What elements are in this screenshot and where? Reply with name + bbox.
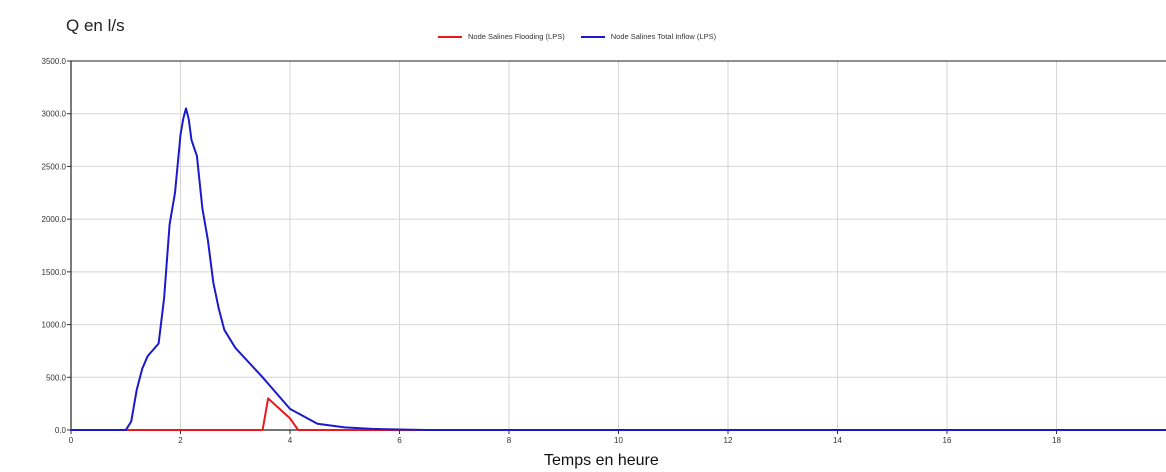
legend-swatch-total-inflow <box>580 35 605 38</box>
x-tick-label-7: 14 <box>833 436 842 445</box>
x-tick-label-9: 18 <box>1052 436 1061 445</box>
y-axis-title: Q en l/s <box>66 16 125 35</box>
y-tick-label-4: 2000.0 <box>42 215 67 224</box>
y-tick-label-2: 1000.0 <box>42 321 67 330</box>
x-tick-label-5: 10 <box>614 436 623 445</box>
y-tick-label-3: 1500.0 <box>42 268 67 277</box>
legend-item-total-inflow: Node Salines Total Inflow (LPS) <box>580 32 717 41</box>
legend-label-flooding: Node Salines Flooding (LPS) <box>468 32 565 41</box>
y-tick-label-6: 3000.0 <box>42 110 67 119</box>
x-tick-label-0: 0 <box>69 436 74 445</box>
series-layer <box>70 107 1166 431</box>
legend-swatch-flooding <box>438 35 462 38</box>
x-tick-label-8: 16 <box>943 436 952 445</box>
legend-label-total-inflow: Node Salines Total Inflow (LPS) <box>610 32 717 41</box>
x-tick-label-2: 4 <box>288 436 293 445</box>
x-tick-label-6: 12 <box>724 436 733 445</box>
legend-item-flooding: Node Salines Flooding (LPS) <box>438 32 565 41</box>
y-tick-label-0: 0.0 <box>55 426 67 435</box>
y-tick-label-1: 500.0 <box>46 373 67 382</box>
x-tick-label-3: 6 <box>397 436 402 445</box>
y-tick-label-7: 3500.0 <box>42 57 67 66</box>
x-tick-label-4: 8 <box>507 436 512 445</box>
grid-layer <box>70 60 1166 431</box>
series-line-1 <box>70 107 1166 431</box>
y-tick-label-5: 2500.0 <box>42 162 67 171</box>
x-axis-title: Temps en heure <box>540 452 663 470</box>
x-tick-label-1: 2 <box>178 436 183 445</box>
legend: Node Salines Flooding (LPS) Node Salines… <box>438 32 732 41</box>
